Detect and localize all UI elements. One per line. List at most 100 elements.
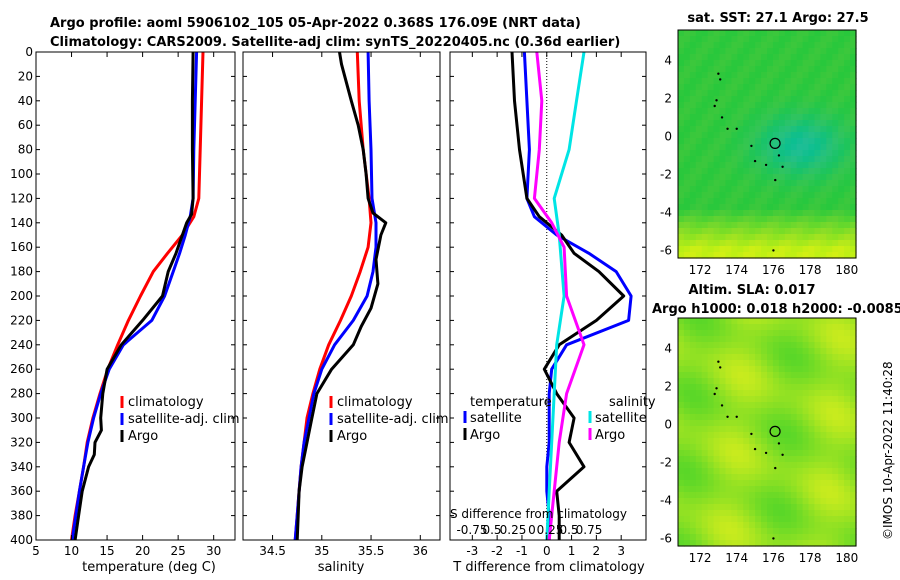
map-cell [820,204,827,211]
map-cell [772,168,780,175]
map-cell [778,342,786,349]
map-cell [743,126,750,133]
map-cell [784,48,792,55]
map-cell [844,156,851,163]
map-cell [678,126,685,133]
map-cell [808,510,816,517]
map-cell [701,324,709,331]
legend-argo: Argo [128,429,158,444]
map-cell [832,228,839,235]
map-cell [761,60,768,67]
map-cell [850,60,857,67]
map-cell [826,246,833,253]
map-cell [826,36,833,43]
map-cell [772,102,780,109]
map-cell [689,252,697,259]
map-cell [737,366,744,373]
map-cell [784,498,792,505]
map-cell [772,354,780,361]
map-cell [707,438,715,445]
map-cell [701,156,709,163]
map-cell [790,78,798,85]
map-cell [719,498,727,505]
map-cell [761,210,768,217]
map-cell [707,102,715,109]
map-cell [820,186,827,193]
map-cell [678,540,685,547]
map-cell [737,240,744,247]
map-cell [689,492,697,499]
title-line-2: Climatology: CARS2009. Satellite-adj cli… [50,35,620,50]
map-cell [814,396,821,403]
map-cell [796,48,804,55]
map-cell [678,96,685,103]
map-cell [737,342,744,349]
map-cell [719,348,727,355]
map-cell [784,246,792,253]
map-cell [808,204,816,211]
x-tick-label: 1 [568,544,576,558]
map-cell [725,384,732,391]
map-cell [678,522,685,529]
map-cell [743,246,750,253]
map-cell [796,522,804,529]
map-cell [814,84,821,91]
map-cell [737,324,744,331]
map-cell [701,516,709,523]
map-y-tick-label: 2 [664,91,672,105]
map-cell [850,78,857,85]
map-cell [790,144,798,151]
map-cell [755,210,762,217]
map-cell [678,402,685,409]
map-cell [832,42,839,49]
map-cell [689,318,697,325]
map-cell [737,522,744,529]
map-cell [838,216,845,223]
map-cell [689,132,697,139]
map-cell [678,486,685,493]
map-cell [725,462,732,469]
map-cell [820,360,827,367]
map-cell [778,252,786,259]
map-cell [808,492,816,499]
map-cell [707,402,715,409]
map-cell [755,240,762,247]
map-cell [678,330,685,337]
map-cell [731,540,738,547]
map-cell [683,468,691,475]
map-cell [808,480,816,487]
map-cell [844,318,851,325]
map-cell [713,60,721,67]
map-cell [701,42,709,49]
map-cell [701,414,709,421]
map-cell [838,360,845,367]
map-cell [778,108,786,115]
sst-map-title: sat. SST: 27.1 Argo: 27.5 [687,11,868,26]
map-cell [772,522,780,529]
map-cell [850,468,857,475]
map-cell [790,486,798,493]
map-cell [695,408,703,415]
map-cell [707,84,715,91]
map-cell [755,420,762,427]
map-cell [838,150,845,157]
map-cell [678,414,685,421]
map-cell [808,120,816,127]
map-cell [761,324,768,331]
map-cell [683,480,691,487]
map-cell [743,420,750,427]
map-cell [731,444,738,451]
map-cell [814,120,821,127]
map-cell [695,60,703,67]
map-cell [701,504,709,511]
map-cell [683,450,691,457]
map-cell [689,444,697,451]
map-cell [802,360,810,367]
map-cell [850,138,857,145]
map-cell [778,474,786,481]
map-cell [689,396,697,403]
map-cell [701,480,709,487]
map-cell [778,498,786,505]
map-cell [778,462,786,469]
map-cell [713,198,721,205]
